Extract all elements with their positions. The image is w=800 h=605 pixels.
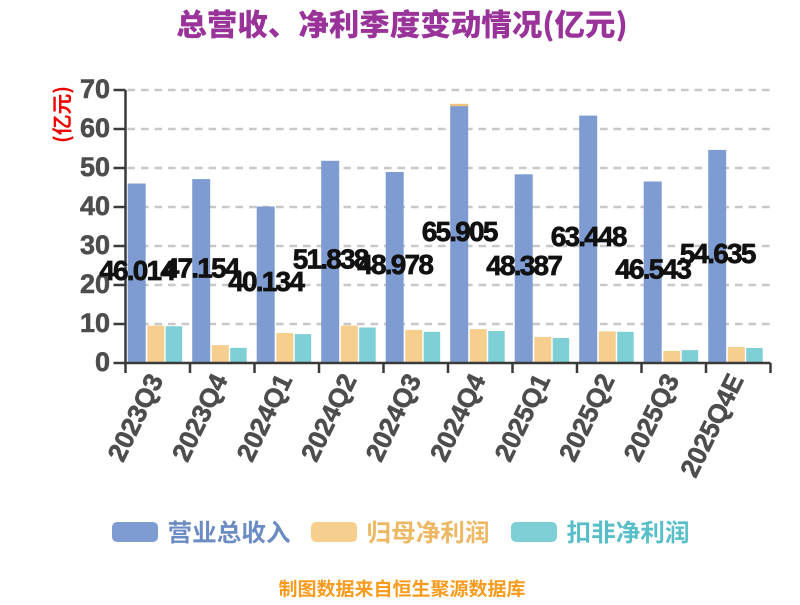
svg-text:46.543: 46.543 — [615, 254, 691, 285]
svg-text:70: 70 — [80, 74, 110, 104]
svg-text:54.635: 54.635 — [680, 238, 756, 269]
svg-text:46.014: 46.014 — [99, 255, 176, 286]
svg-text:40.134: 40.134 — [228, 266, 305, 297]
svg-text:48.978: 48.978 — [357, 249, 433, 280]
svg-text:30: 30 — [80, 230, 110, 260]
svg-text:10: 10 — [80, 308, 110, 338]
svg-text:48.387: 48.387 — [486, 250, 562, 281]
svg-text:47.154: 47.154 — [164, 253, 241, 284]
svg-text:51.838: 51.838 — [293, 243, 369, 274]
svg-text:20: 20 — [80, 269, 110, 299]
svg-text:65.905: 65.905 — [422, 216, 498, 247]
svg-text:40: 40 — [80, 191, 110, 221]
svg-text:0: 0 — [95, 347, 110, 377]
svg-text:60: 60 — [80, 113, 110, 143]
svg-text:63.448: 63.448 — [551, 221, 627, 252]
svg-text:50: 50 — [80, 152, 110, 182]
